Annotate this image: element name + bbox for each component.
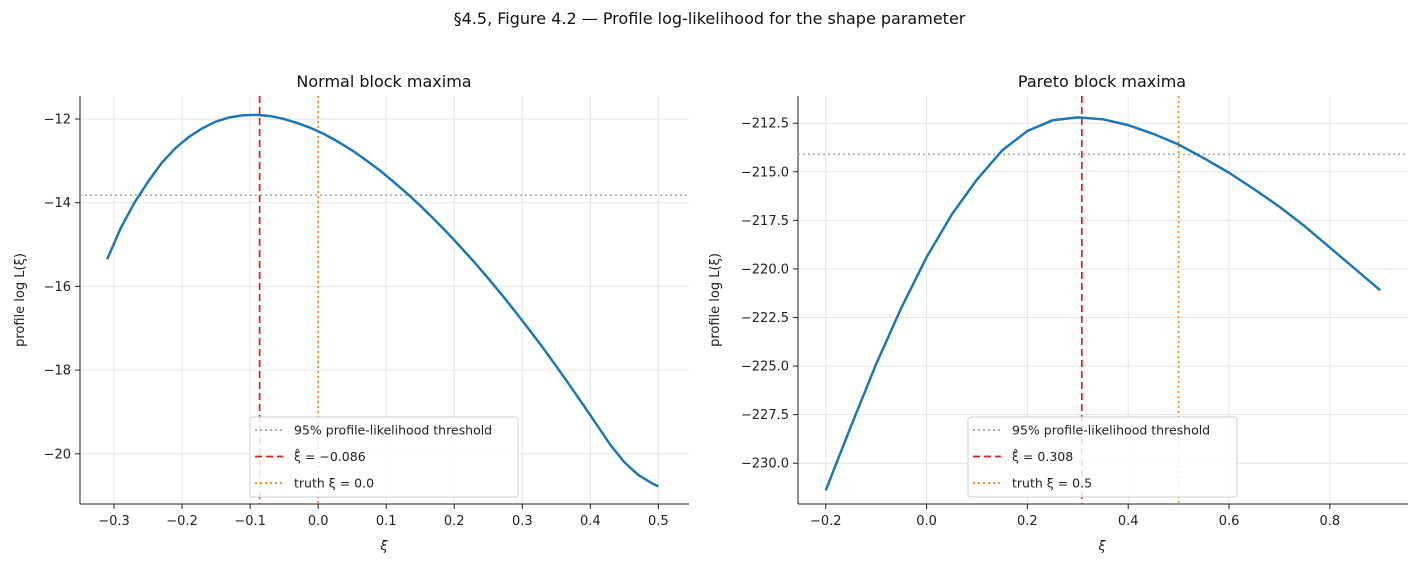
y-tick-label: −230.0	[741, 457, 789, 472]
legend-box	[967, 416, 1238, 498]
legend-label: 95% profile-likelihood threshold	[1012, 423, 1210, 438]
legend: 95% profile-likelihood threshold ξ̂ = −0.…	[249, 416, 519, 498]
y-tick-label: −18	[44, 364, 71, 379]
y-tick-label: −215.0	[741, 165, 789, 180]
y-tick-label: −222.5	[741, 311, 789, 326]
x-axis-label: ξ	[1097, 539, 1106, 554]
x-tick-label: 0.3	[512, 514, 533, 529]
legend: 95% profile-likelihood threshold ξ̂ = 0.3…	[967, 416, 1238, 498]
x-tick-label: 0.6	[1219, 514, 1240, 529]
x-tick-label: −0.2	[810, 514, 842, 529]
profile-likelihood-curve	[824, 116, 1382, 491]
x-axis-label: ξ	[379, 539, 388, 554]
figure-suptitle: §4.5, Figure 4.2 — Profile log-likelihoo…	[454, 9, 966, 28]
y-tick-label: −12	[44, 113, 71, 128]
profile-likelihood-curve	[106, 113, 659, 488]
x-tick-label: 0.5	[648, 514, 669, 529]
y-tick-label: −14	[44, 196, 71, 211]
x-tick-label: 0.1	[376, 514, 397, 529]
panel-normal-block-maxima: Normal block maxima ξ profile log L(ξ) −…	[13, 72, 689, 554]
y-tick-label: −225.0	[741, 360, 789, 375]
legend-label: ξ̂ = −0.086	[294, 448, 366, 464]
x-tick-label: 0.2	[444, 514, 465, 529]
panel-pareto-block-maxima: Pareto block maxima ξ profile log L(ξ) −…	[708, 72, 1408, 554]
x-tick-label: 0.4	[1118, 514, 1139, 529]
y-axis-label: profile log L(ξ)	[13, 253, 28, 347]
y-tick-label: −20	[44, 447, 71, 462]
x-tick-label: 0.4	[580, 514, 601, 529]
x-tick-label: 0.0	[916, 514, 937, 529]
y-tick-label: −227.5	[741, 408, 789, 423]
x-tick-label: 0.2	[1017, 514, 1038, 529]
y-tick-label: −16	[44, 280, 71, 295]
legend-box	[249, 416, 519, 498]
y-tick-label: −217.5	[741, 214, 789, 229]
x-tick-label: −0.2	[166, 514, 198, 529]
y-tick-label: −212.5	[741, 117, 789, 132]
legend-label: ξ̂ = 0.308	[1012, 448, 1073, 464]
panel-title: Normal block maxima	[296, 72, 471, 91]
y-tick-label: −220.0	[741, 262, 789, 277]
panel-title: Pareto block maxima	[1018, 72, 1186, 91]
legend-label: 95% profile-likelihood threshold	[294, 423, 492, 438]
x-tick-label: −0.1	[234, 514, 266, 529]
x-tick-label: 0.0	[308, 514, 329, 529]
x-tick-label: 0.8	[1320, 514, 1341, 529]
legend-label: truth ξ = 0.0	[294, 476, 374, 491]
x-tick-label: −0.3	[98, 514, 130, 529]
legend-label: truth ξ = 0.5	[1012, 476, 1092, 491]
y-axis-label: profile log L(ξ)	[708, 253, 723, 347]
